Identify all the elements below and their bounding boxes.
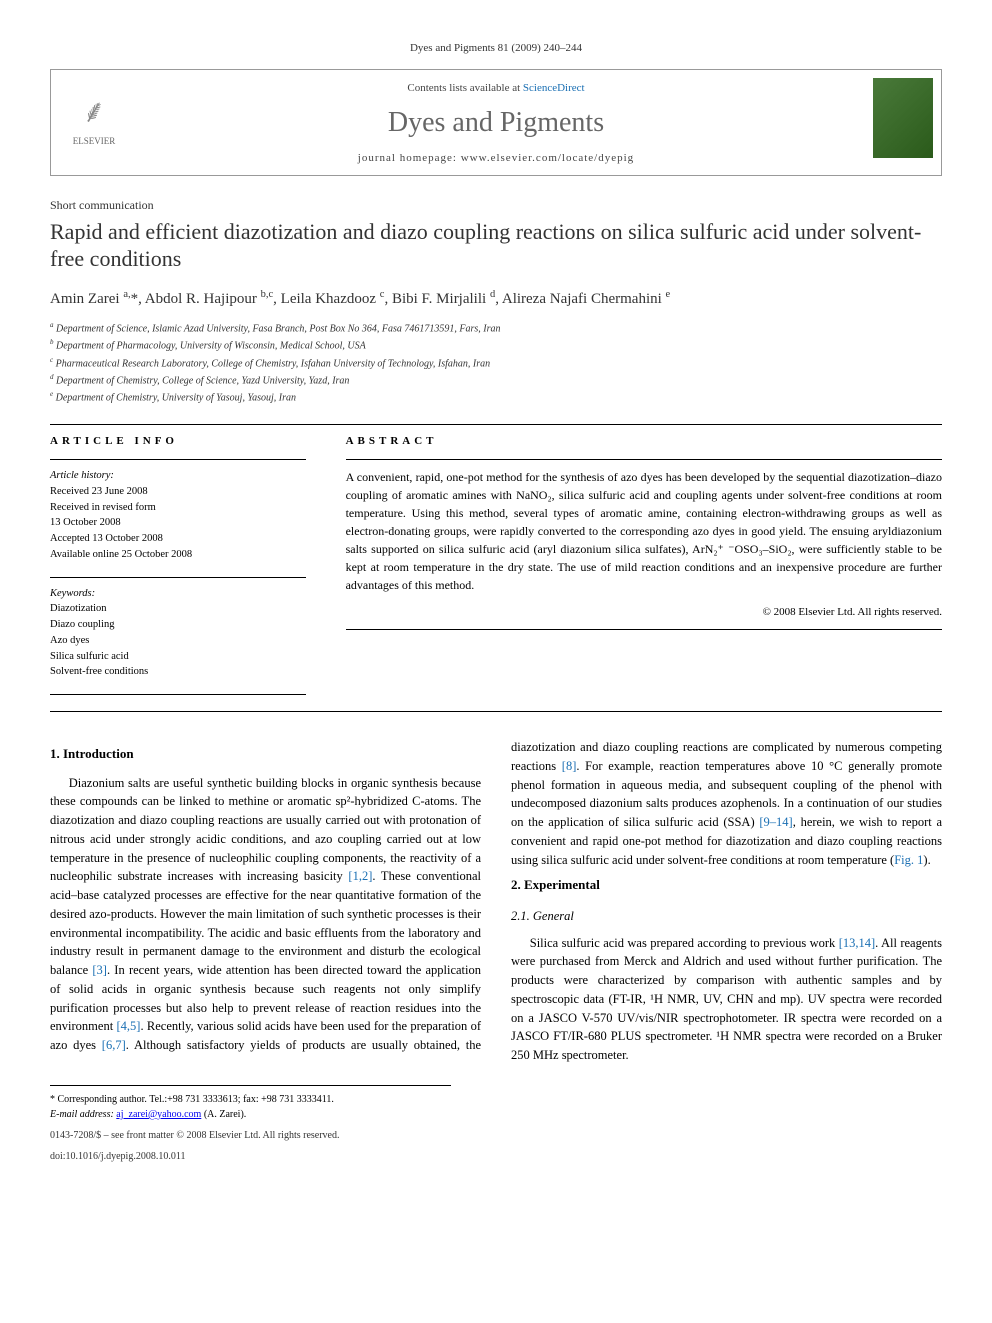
- ref-link[interactable]: [4,5]: [117, 1019, 141, 1033]
- corr-author-line: * Corresponding author. Tel.:+98 731 333…: [50, 1092, 451, 1107]
- history-line: Available online 25 October 2008: [50, 547, 306, 563]
- abstract-text: A convenient, rapid, one-pot method for …: [346, 468, 942, 594]
- info-abstract-row: ARTICLE INFO Article history: Received 2…: [50, 433, 942, 704]
- homepage-prefix: journal homepage:: [358, 152, 461, 164]
- keyword-line: Solvent-free conditions: [50, 664, 306, 680]
- divider: [50, 424, 942, 425]
- email-label: E-mail address:: [50, 1109, 116, 1120]
- email-suffix: (A. Zarei).: [201, 1109, 246, 1120]
- tree-icon: ⸙: [82, 87, 106, 135]
- text: . All reagents were purchased from Merck…: [511, 936, 942, 1063]
- keywords-lines: DiazotizationDiazo couplingAzo dyesSilic…: [50, 601, 306, 680]
- ref-link[interactable]: [3]: [92, 963, 107, 977]
- text: Diazonium salts are useful synthetic bui…: [50, 776, 481, 884]
- authors-line: Amin Zarei a,*, Abdol R. Hajipour b,c, L…: [50, 287, 942, 311]
- affiliation-line: e Department of Chemistry, University of…: [50, 389, 942, 405]
- experimental-general-paragraph: Silica sulfuric acid was prepared accord…: [511, 934, 942, 1065]
- ref-link[interactable]: [9–14]: [759, 815, 792, 829]
- text: . These conventional acid–base catalyzed…: [50, 869, 481, 977]
- divider: [50, 694, 306, 695]
- divider: [346, 459, 942, 460]
- article-info-heading: ARTICLE INFO: [50, 433, 306, 450]
- contents-prefix: Contents lists available at: [407, 82, 522, 94]
- history-line: 13 October 2008: [50, 515, 306, 531]
- text: . Recently, various solid acids have bee…: [140, 1019, 373, 1033]
- homepage-url: www.elsevier.com/locate/dyepig: [461, 152, 634, 164]
- ref-link[interactable]: [13,14]: [839, 936, 875, 950]
- email-link[interactable]: aj_zarei@yahoo.com: [116, 1109, 201, 1120]
- abstract-heading: ABSTRACT: [346, 433, 942, 450]
- ref-link[interactable]: [1,2]: [348, 869, 372, 883]
- article-history: Article history: Received 23 June 2008Re…: [50, 468, 306, 563]
- journal-name: Dyes and Pigments: [51, 102, 941, 144]
- history-lines: Received 23 June 2008Received in revised…: [50, 484, 306, 563]
- keyword-line: Diazotization: [50, 601, 306, 617]
- page-citation: Dyes and Pigments 81 (2009) 240–244: [50, 40, 942, 57]
- history-line: Received 23 June 2008: [50, 484, 306, 500]
- affiliation-line: d Department of Chemistry, College of Sc…: [50, 372, 942, 388]
- divider: [50, 459, 306, 460]
- elsevier-label: ELSEVIER: [73, 135, 116, 149]
- journal-header-box: ⸙ ELSEVIER Contents lists available at S…: [50, 69, 942, 176]
- affiliation-line: a Department of Science, Islamic Azad Un…: [50, 320, 942, 336]
- article-info-column: ARTICLE INFO Article history: Received 2…: [50, 433, 306, 704]
- abstract-column: ABSTRACT A convenient, rapid, one-pot me…: [346, 433, 942, 704]
- affiliation-line: c Pharmaceutical Research Laboratory, Co…: [50, 355, 942, 371]
- keywords-block: Keywords: DiazotizationDiazo couplingAzo…: [50, 586, 306, 681]
- abstract-copyright: © 2008 Elsevier Ltd. All rights reserved…: [346, 604, 942, 621]
- keyword-line: Silica sulfuric acid: [50, 649, 306, 665]
- keyword-line: Diazo coupling: [50, 617, 306, 633]
- ref-link[interactable]: [6,7]: [102, 1038, 126, 1052]
- footer-copyright: 0143-7208/$ – see front matter © 2008 El…: [50, 1128, 942, 1143]
- section-2-heading: 2. Experimental: [511, 875, 942, 895]
- section-1-heading: 1. Introduction: [50, 744, 481, 764]
- article-type: Short communication: [50, 196, 942, 214]
- body-two-column: 1. Introduction Diazonium salts are usef…: [50, 738, 942, 1065]
- keyword-line: Azo dyes: [50, 633, 306, 649]
- text: ).: [923, 853, 930, 867]
- divider: [50, 577, 306, 578]
- history-label: Article history:: [50, 468, 306, 484]
- keywords-label: Keywords:: [50, 586, 306, 602]
- journal-cover-thumbnail: [873, 78, 933, 158]
- sciencedirect-link[interactable]: ScienceDirect: [523, 82, 585, 94]
- divider: [346, 629, 942, 630]
- text: Silica sulfuric acid was prepared accord…: [530, 936, 839, 950]
- footer-doi: doi:10.1016/j.dyepig.2008.10.011: [50, 1149, 942, 1164]
- elsevier-logo: ⸙ ELSEVIER: [59, 78, 129, 158]
- section-2-1-heading: 2.1. General: [511, 907, 942, 926]
- article-title: Rapid and efficient diazotization and di…: [50, 218, 942, 273]
- divider: [50, 711, 942, 712]
- contents-line: Contents lists available at ScienceDirec…: [51, 80, 941, 97]
- corresponding-author-footnote: * Corresponding author. Tel.:+98 731 333…: [50, 1085, 451, 1122]
- history-line: Received in revised form: [50, 500, 306, 516]
- history-line: Accepted 13 October 2008: [50, 531, 306, 547]
- ref-link[interactable]: [8]: [562, 759, 577, 773]
- figure-link[interactable]: Fig. 1: [894, 853, 923, 867]
- affiliations: a Department of Science, Islamic Azad Un…: [50, 320, 942, 406]
- corr-email-line: E-mail address: aj_zarei@yahoo.com (A. Z…: [50, 1107, 451, 1122]
- journal-homepage: journal homepage: www.elsevier.com/locat…: [51, 150, 941, 167]
- affiliation-line: b Department of Pharmacology, University…: [50, 337, 942, 353]
